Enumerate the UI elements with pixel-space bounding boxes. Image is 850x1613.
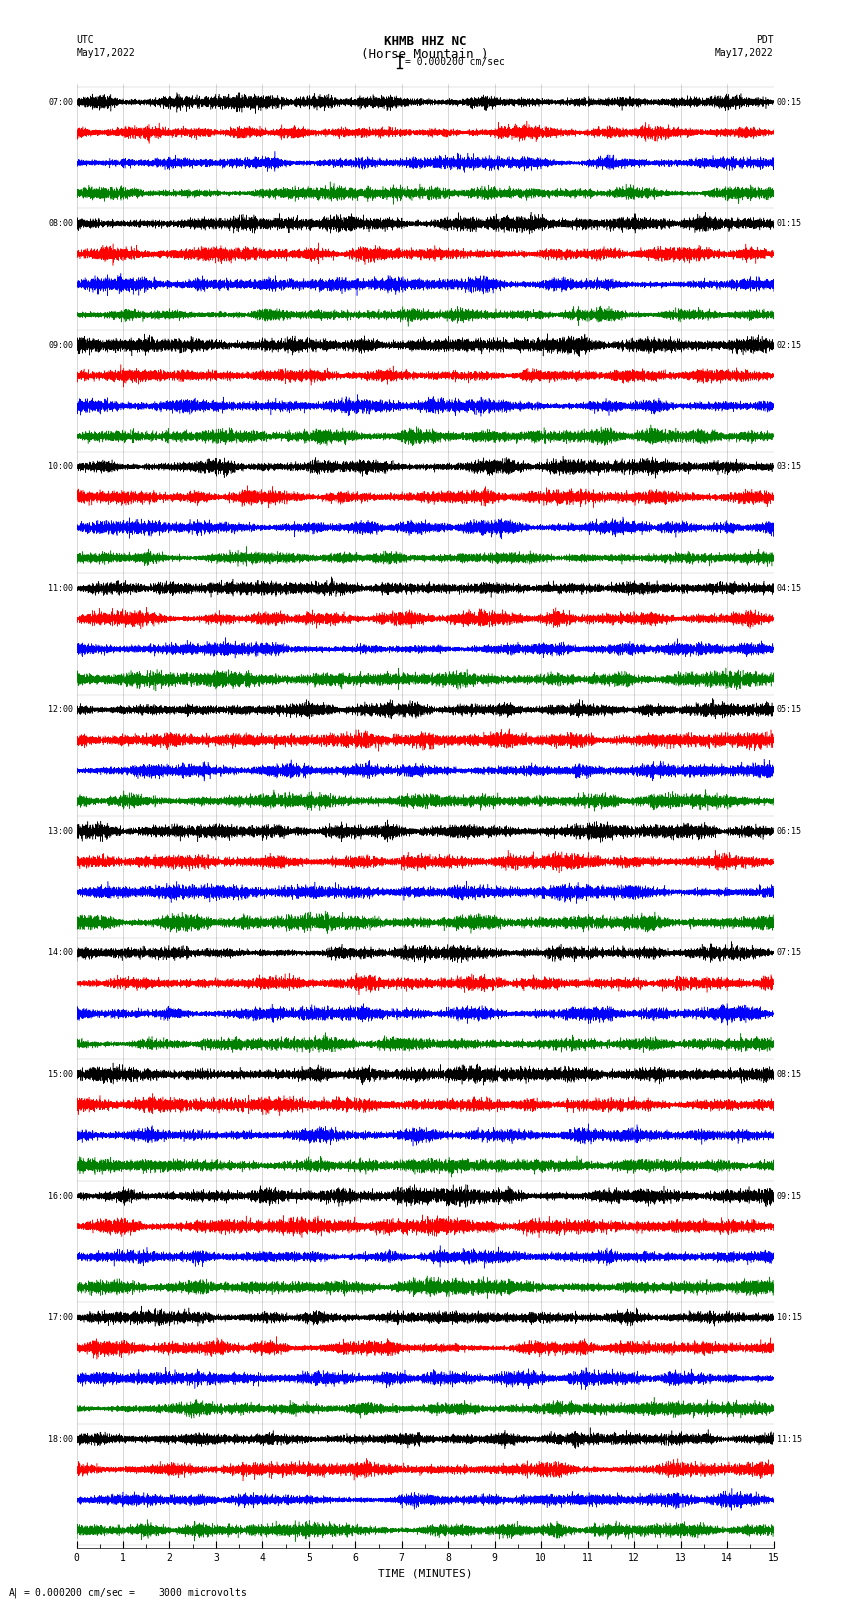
Text: 00:15: 00:15 — [777, 98, 802, 106]
Text: 07:00: 07:00 — [48, 98, 73, 106]
X-axis label: TIME (MINUTES): TIME (MINUTES) — [377, 1569, 473, 1579]
Text: May17,2022: May17,2022 — [76, 48, 135, 58]
Text: 09:15: 09:15 — [777, 1192, 802, 1200]
Text: 04:15: 04:15 — [777, 584, 802, 594]
Text: 16:00: 16:00 — [48, 1192, 73, 1200]
Text: 08:15: 08:15 — [777, 1069, 802, 1079]
Text: 03:15: 03:15 — [777, 463, 802, 471]
Text: 15:00: 15:00 — [48, 1069, 73, 1079]
Text: 10:15: 10:15 — [777, 1313, 802, 1323]
Text: May17,2022: May17,2022 — [715, 48, 774, 58]
Text: 07:15: 07:15 — [777, 948, 802, 958]
Text: (Horse Mountain ): (Horse Mountain ) — [361, 48, 489, 61]
Text: UTC: UTC — [76, 35, 94, 45]
Text: = 0.000200 cm/sec: = 0.000200 cm/sec — [405, 56, 505, 68]
Text: KHMB HHZ NC: KHMB HHZ NC — [383, 35, 467, 48]
Text: 11:00: 11:00 — [48, 584, 73, 594]
Text: 13:00: 13:00 — [48, 827, 73, 836]
Text: 10:00: 10:00 — [48, 463, 73, 471]
Text: 18:00: 18:00 — [48, 1434, 73, 1444]
Text: 17:00: 17:00 — [48, 1313, 73, 1323]
Text: 06:15: 06:15 — [777, 827, 802, 836]
Text: 12:00: 12:00 — [48, 705, 73, 715]
Text: PDT: PDT — [756, 35, 774, 45]
Text: 08:00: 08:00 — [48, 219, 73, 227]
Text: 02:15: 02:15 — [777, 340, 802, 350]
Text: 01:15: 01:15 — [777, 219, 802, 227]
Text: 14:00: 14:00 — [48, 948, 73, 958]
Text: 11:15: 11:15 — [777, 1434, 802, 1444]
Text: 05:15: 05:15 — [777, 705, 802, 715]
Text: A$\vert$ = 0.000200 cm/sec =    3000 microvolts: A$\vert$ = 0.000200 cm/sec = 3000 microv… — [8, 1586, 247, 1600]
Text: 09:00: 09:00 — [48, 340, 73, 350]
